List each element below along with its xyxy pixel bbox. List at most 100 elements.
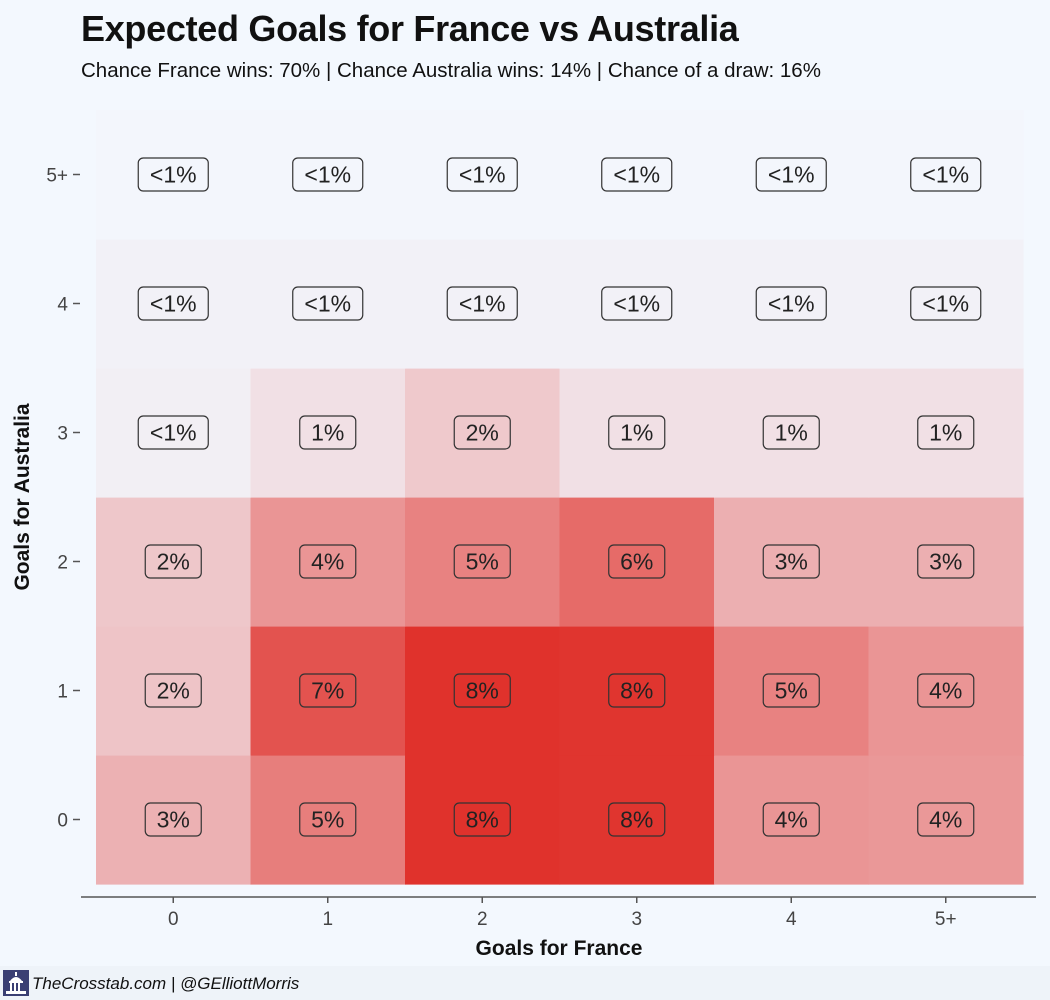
cell-label-box (608, 802, 666, 837)
cell-label: 2% (157, 678, 190, 704)
cell-label-box (755, 286, 827, 321)
cell-label: <1% (768, 162, 815, 188)
cell-label: <1% (150, 420, 197, 446)
cell-label: <1% (922, 291, 969, 317)
cell-label: 5% (311, 807, 344, 833)
cell-label-box (137, 286, 209, 321)
heatmap-tile (96, 626, 252, 756)
cell-label: 3% (775, 549, 808, 575)
cell-label: <1% (459, 162, 506, 188)
y-tick-label: 0 (57, 811, 68, 832)
cell-label: 8% (466, 807, 499, 833)
cell-label: 2% (157, 549, 190, 575)
y-axis-title: Goals for Australia (11, 403, 34, 590)
heatmap-tile (96, 368, 252, 498)
y-tick-label: 3 (57, 424, 68, 445)
cell-label-box (137, 415, 209, 450)
heatmap-tile (714, 626, 870, 756)
cell-label-box (299, 415, 357, 450)
y-tick-label: 5+ (46, 166, 68, 187)
cell-label: 8% (620, 807, 653, 833)
heatmap-tile (559, 626, 715, 756)
heatmap-tile (714, 755, 870, 885)
heatmap-tile (250, 497, 406, 627)
cell-label-box (446, 157, 518, 192)
chart-title: Expected Goals for France vs Australia (81, 8, 739, 49)
cell-label: 2% (466, 420, 499, 446)
y-tick-label: 4 (57, 295, 68, 316)
cell-label: 3% (929, 549, 962, 575)
capitol-building-icon (3, 970, 29, 996)
cell-label-box (762, 544, 820, 579)
heatmap-chart: 3% 5% 8% 8% 4% 4% 2% 7% 8% 8% 5% 4% 2% 4% 5% 6% 3% 3% <1% 1… (11, 110, 1036, 960)
cell-label: 7% (311, 678, 344, 704)
y-tick-label: 1 (57, 682, 68, 703)
cell-label: 5% (466, 549, 499, 575)
x-tick-label: 2 (477, 909, 488, 930)
cell-label: <1% (613, 162, 660, 188)
cell-label-box (446, 286, 518, 321)
x-axis-title: Goals for France (476, 937, 643, 960)
cell-label-box (917, 673, 975, 708)
x-tick-label: 0 (168, 909, 179, 930)
x-tick-label: 1 (322, 909, 333, 930)
cell-label-box (137, 157, 209, 192)
cell-label: 1% (929, 420, 962, 446)
cell-label-box (755, 157, 827, 192)
heatmap-tile (868, 239, 1024, 369)
cell-label-box (608, 415, 666, 450)
cell-label-box (453, 544, 511, 579)
heatmap-tile (714, 368, 870, 498)
cell-label-box (917, 802, 975, 837)
heatmap-tile (96, 497, 252, 627)
heatmap-tile (868, 110, 1024, 240)
cell-label-box (910, 157, 982, 192)
cell-label: 3% (157, 807, 190, 833)
heatmap-tile (405, 497, 561, 627)
cell-label-box (453, 673, 511, 708)
x-tick-label: 5+ (935, 909, 957, 930)
heatmap-tile (714, 497, 870, 627)
heatmap-tile (250, 110, 406, 240)
cell-label: <1% (304, 162, 351, 188)
heatmap-tile (405, 110, 561, 240)
cell-label: 6% (620, 549, 653, 575)
cell-label: 4% (311, 549, 344, 575)
heatmap-tile (250, 626, 406, 756)
footer-credit: TheCrosstab.com | @GElliottMorris (32, 974, 300, 993)
cell-label-box (299, 673, 357, 708)
heatmap-tile (405, 239, 561, 369)
cell-label-box (910, 286, 982, 321)
cell-label-box (292, 286, 364, 321)
heatmap-tile (559, 368, 715, 498)
heatmap-tile (250, 368, 406, 498)
cell-label: 1% (775, 420, 808, 446)
cell-label: <1% (150, 162, 197, 188)
cell-label-box (608, 544, 666, 579)
cell-label-box (453, 802, 511, 837)
cell-label: <1% (304, 291, 351, 317)
cell-label: <1% (613, 291, 660, 317)
heatmap-tile (96, 755, 252, 885)
cell-label-box (144, 673, 202, 708)
cell-label-box (299, 802, 357, 837)
cell-label: <1% (768, 291, 815, 317)
cell-label-box (762, 415, 820, 450)
cell-label: 4% (929, 678, 962, 704)
chart-subtitle: Chance France wins: 70% | Chance Austral… (81, 59, 821, 82)
y-tick-label: 2 (57, 553, 68, 574)
cell-label-box (762, 802, 820, 837)
heatmap-tile (714, 239, 870, 369)
cell-label: <1% (459, 291, 506, 317)
cell-label-box (917, 544, 975, 579)
heatmap-tile (96, 110, 252, 240)
cell-label: 4% (775, 807, 808, 833)
heatmap-tile (868, 626, 1024, 756)
cell-label-box (601, 157, 673, 192)
heatmap-tile (714, 110, 870, 240)
heatmap-tile (405, 368, 561, 498)
x-tick-label: 4 (786, 909, 797, 930)
heatmap-tile (559, 239, 715, 369)
cell-label: 4% (929, 807, 962, 833)
cell-label-box (917, 415, 975, 450)
